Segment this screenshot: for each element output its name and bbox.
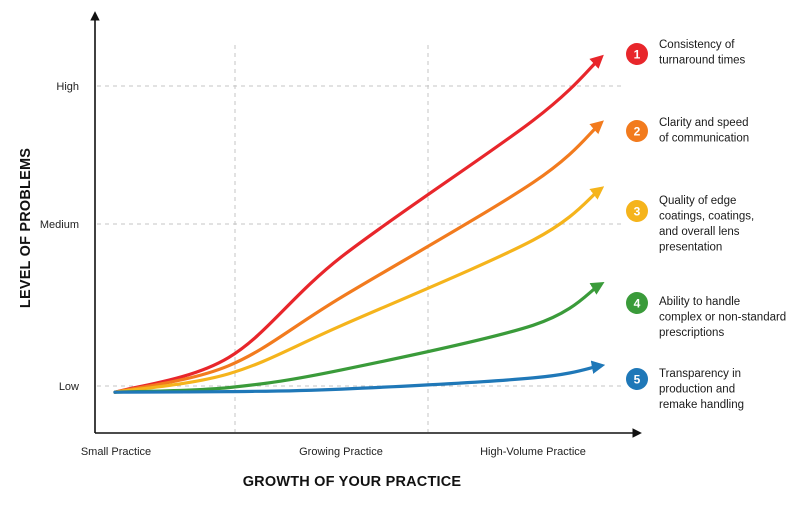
gridlines [97,45,622,432]
series-lines [113,54,606,394]
legend-label: Transparency in production and remake hand… [659,368,744,411]
y-tick-label: Low [59,381,79,393]
legend-badge-number: 3 [634,205,641,219]
legend-badge-number: 2 [634,125,641,139]
x-tick-label: Small Practice [81,446,151,458]
series-line-3 [113,186,605,394]
legend: 1 Consistency of turnaround times 2 Clarity … [626,39,786,411]
legend-badge-number: 4 [634,297,641,311]
legend-item-5: 5 Transparency in production and remake han… [626,368,744,411]
legend-label-line: remake handling [659,399,744,411]
legend-item-2: 2 Clarity and speed of communication [626,117,749,145]
legend-label-line: presentation [659,242,722,254]
series-line-5 [113,360,606,394]
series-line-1 [113,54,604,394]
series-line-2 [113,120,604,394]
legend-item-4: 4 Ability to handle complex or non-standar… [626,292,786,339]
legend-item-1: 1 Consistency of turnaround times [626,39,746,67]
y-tick-label: Medium [40,219,79,231]
x-tick-label: High-Volume Practice [480,446,586,458]
legend-item-3: 3 Quality of edge coatings, coatings, and o… [626,195,754,254]
x-axis-title: GROWTH OF YOUR PRACTICE [243,474,462,490]
legend-label-line: and overall lens [659,226,740,238]
legend-label-line: production and [659,384,735,396]
legend-label-line: Clarity and speed [659,117,749,129]
legend-label: Quality of edge coatings, coatings, and ov… [659,195,754,254]
legend-label: Clarity and speed of communication [659,117,749,145]
legend-label: Ability to handle complex or non-standard… [659,296,786,339]
legend-label-line: Consistency of [659,39,735,51]
legend-badge-number: 5 [634,373,641,387]
legend-label-line: complex or non-standard [659,312,786,324]
legend-label-line: turnaround times [659,55,746,67]
y-axis-title: LEVEL OF PROBLEMS [18,148,34,308]
legend-label-line: of communication [659,133,749,145]
legend-label-line: Transparency in [659,368,741,380]
y-tick-label: High [56,81,79,93]
series-line-4 [113,282,605,394]
legend-badge [626,200,648,222]
legend-label-line: Ability to handle [659,296,740,308]
legend-badge [626,120,648,142]
x-tick-label: Growing Practice [299,446,383,458]
legend-badge-number: 1 [634,48,641,62]
legend-label-line: coatings, coatings, [659,211,754,223]
legend-label-line: prescriptions [659,327,724,339]
legend-label: Consistency of turnaround times [659,39,746,67]
legend-badge [626,43,648,65]
legend-badge [626,292,648,314]
legend-label-line: Quality of edge [659,195,736,207]
legend-badge [626,368,648,390]
